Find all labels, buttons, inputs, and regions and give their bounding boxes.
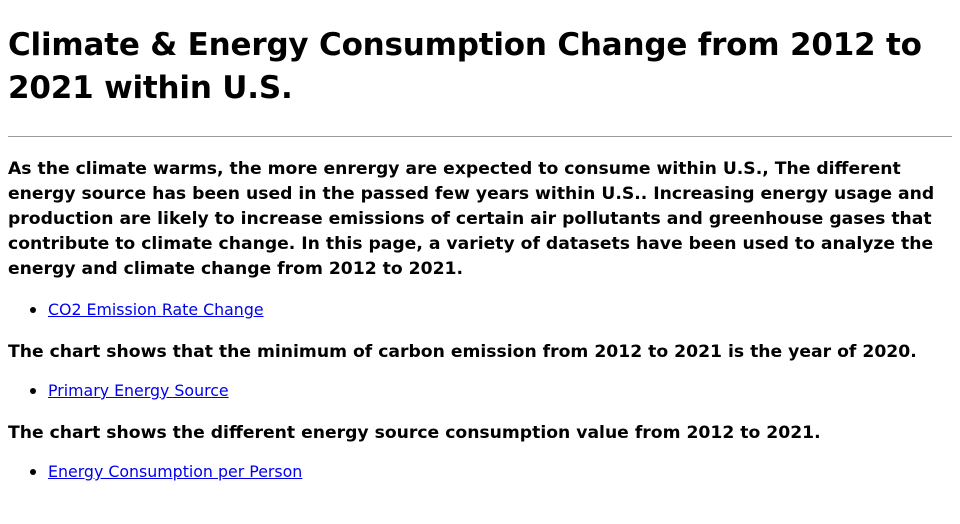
page-title: Climate & Energy Consumption Change from… [8,27,922,106]
co2-chart-caption: The chart shows that the minimum of carb… [8,342,917,362]
primary-energy-source-link[interactable]: Primary Energy Source [48,381,229,400]
energy-source-chart-caption: The chart shows the different energy sou… [8,423,821,443]
intro-paragraph: As the climate warms, the more enrergy a… [8,159,935,279]
list-item: Energy Consumption per Person [30,462,952,482]
divider [8,136,952,137]
section-list-co2: CO2 Emission Rate Change [8,300,952,320]
co2-emission-link[interactable]: CO2 Emission Rate Change [48,300,264,319]
bullet-icon [30,307,36,313]
list-item: CO2 Emission Rate Change [30,300,952,320]
bullet-icon [30,388,36,394]
list-item: Primary Energy Source [30,381,952,401]
section-list-consumption: Energy Consumption per Person [8,462,952,482]
section-list-energy-source: Primary Energy Source [8,381,952,401]
energy-consumption-per-person-link[interactable]: Energy Consumption per Person [48,462,303,481]
bullet-icon [30,469,36,475]
page: Climate & Energy Consumption Change from… [0,24,960,482]
